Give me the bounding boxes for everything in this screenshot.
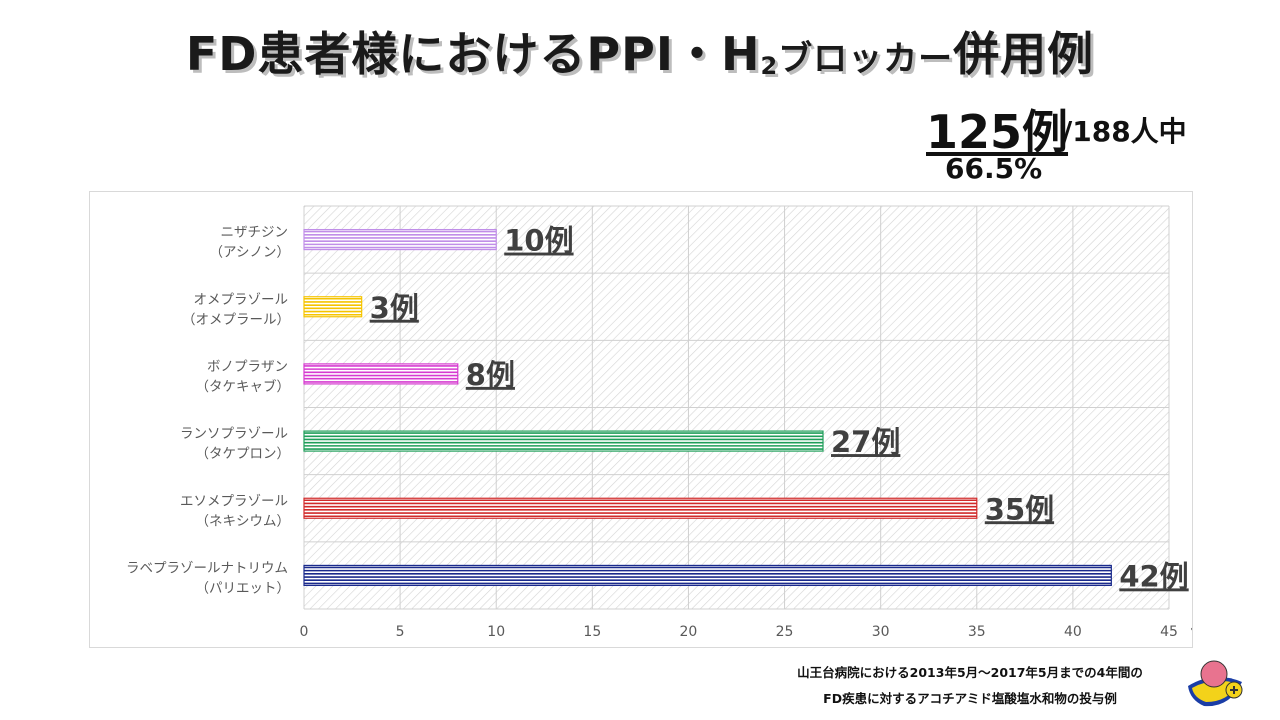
data-label: 3例: [370, 291, 419, 325]
bar: [303, 228, 497, 251]
title-small: ブロッカー: [778, 39, 954, 79]
category-label: ランソプラゾール: [180, 426, 288, 442]
x-tick-label: 5: [396, 624, 405, 640]
x-tick-label: 20: [680, 624, 698, 640]
data-label: 10例: [504, 224, 573, 258]
title-subscript: 2: [760, 52, 779, 80]
footnote-line1: 山王台病院における2013年5月～2017年5月までの4年間の: [797, 665, 1143, 680]
title-end: 併用例: [953, 27, 1095, 81]
bar: [303, 430, 824, 452]
data-label: 42例: [1119, 559, 1188, 593]
category-sublabel: （タケキャブ）: [196, 378, 291, 395]
category-sublabel: （パリエット）: [196, 580, 291, 596]
footnote-line2: FD疾患に対するアコチアミド塩酸塩水和物の投与例: [823, 691, 1117, 706]
category-label: オメプラゾール: [194, 292, 289, 308]
category-sublabel: （アシノン）: [210, 245, 290, 261]
x-tick-label: 10: [487, 624, 505, 640]
stat-percent: 66.5%: [945, 152, 1043, 185]
page-title: FD患者様におけるPPI・H2ブロッカー併用例: [0, 18, 1280, 84]
hospital-logo-icon: [1188, 660, 1243, 707]
data-label: 27例: [831, 425, 900, 459]
category-sublabel: （タケプロン）: [196, 446, 291, 462]
stat-total: /188人中: [1062, 115, 1187, 148]
bar: [303, 296, 363, 318]
x-tick-label: 45: [1160, 624, 1178, 640]
x-tick-label: 35: [968, 624, 986, 640]
chart-area: 0 5 10 15 20 25 30 35 40 45 例） 10例 ニザチジン （アシノン） 3例 オメプラ…: [89, 191, 1193, 648]
bar: [303, 497, 978, 519]
data-label: 35例: [985, 492, 1054, 526]
stat-count: 125例: [926, 105, 1069, 159]
data-label: 8例: [466, 358, 515, 392]
category-sublabel: （ネキシウム）: [196, 513, 291, 529]
x-tick-label: 15: [583, 624, 601, 640]
bar: [303, 564, 1112, 587]
category-label: ニザチジン: [221, 225, 289, 241]
category-sublabel: （オメプラール）: [182, 312, 290, 328]
x-tick-label: 0: [300, 624, 309, 640]
x-tick-label: 25: [776, 624, 794, 640]
bar-chart: 0 5 10 15 20 25 30 35 40 45 例） 10例 ニザチジン （アシノン） 3例 オメプラ…: [126, 205, 1192, 643]
category-label: エソメプラゾール: [180, 493, 288, 509]
x-tick-label: 40: [1064, 624, 1082, 640]
category-label: ラベプラゾールナトリウム: [126, 560, 288, 576]
x-axis-label: 例）: [1191, 619, 1192, 643]
category-label: ボノプラザン: [207, 359, 288, 375]
footnote: 山王台病院における2013年5月～2017年5月までの4年間の FD疾患に対する…: [760, 660, 1180, 712]
x-tick-label: 30: [872, 624, 890, 640]
bar: [303, 363, 459, 385]
title-main: FD患者様におけるPPI・H: [185, 27, 761, 81]
